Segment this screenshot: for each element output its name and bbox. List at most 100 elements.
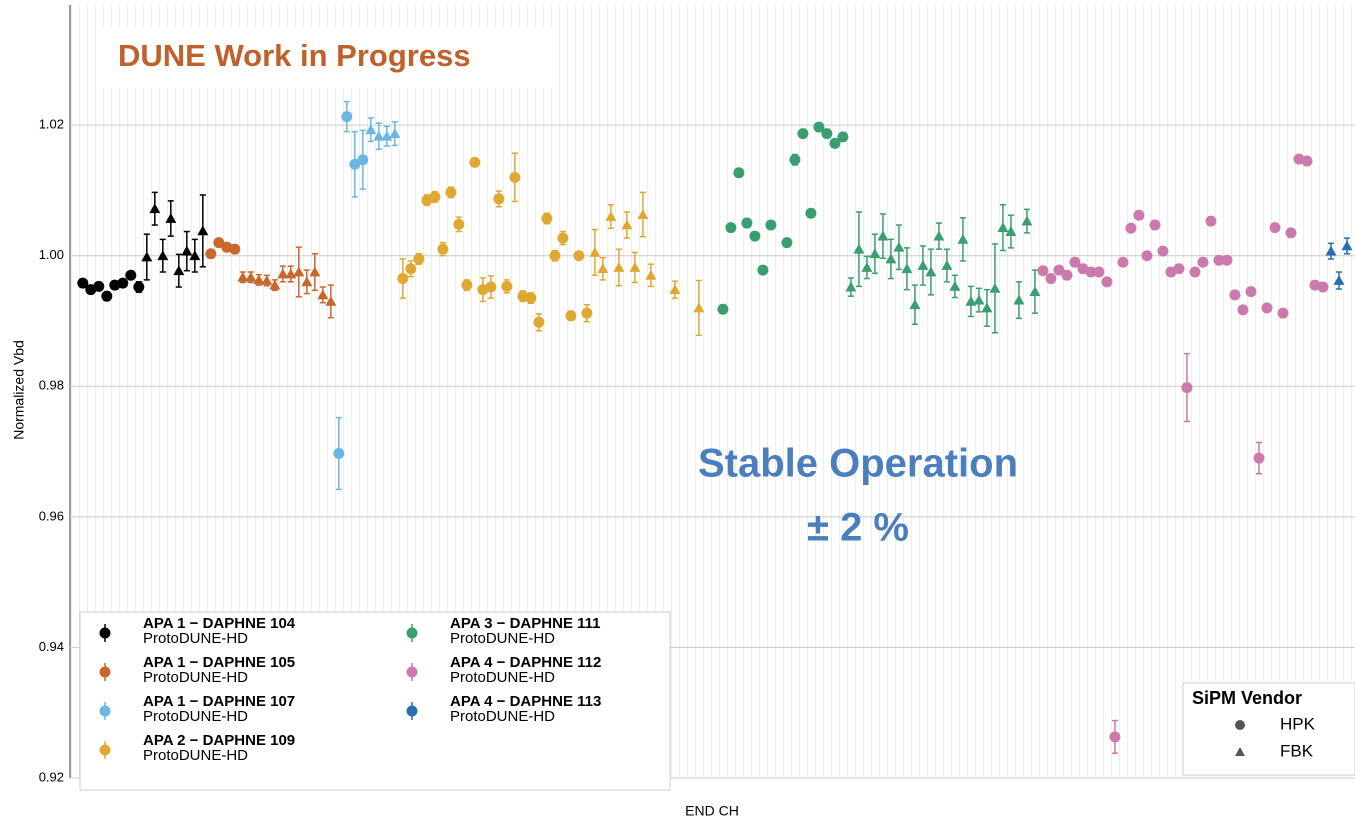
point xyxy=(1173,263,1185,275)
point xyxy=(813,121,825,133)
point xyxy=(885,253,897,264)
point xyxy=(1341,240,1353,251)
vendor-legend xyxy=(1182,682,1355,776)
point xyxy=(205,248,217,260)
y-tick-label: 1.00 xyxy=(39,247,64,262)
point xyxy=(141,251,153,262)
point xyxy=(1069,256,1081,268)
point xyxy=(989,282,1001,293)
point xyxy=(317,289,329,300)
point xyxy=(1013,294,1025,305)
point xyxy=(853,243,865,254)
point xyxy=(909,299,921,310)
point xyxy=(1125,222,1137,234)
point xyxy=(757,264,769,276)
point xyxy=(805,207,817,219)
point xyxy=(1197,256,1209,268)
legend-marker xyxy=(99,705,111,717)
point xyxy=(165,212,177,223)
point xyxy=(1285,227,1297,239)
points xyxy=(77,100,1353,754)
point xyxy=(493,193,505,205)
point xyxy=(261,275,273,285)
point xyxy=(437,243,449,255)
point xyxy=(621,219,633,230)
point xyxy=(581,307,593,319)
y-tick-label: 0.92 xyxy=(39,769,64,784)
point xyxy=(901,263,913,274)
legend-label: APA 2 − DAPHNE 109 xyxy=(143,732,295,749)
point xyxy=(213,237,225,249)
legend-sublabel: ProtoDUNE-HD xyxy=(450,630,555,647)
point xyxy=(245,271,257,282)
point xyxy=(269,279,281,290)
point xyxy=(1325,245,1337,256)
y-tick-label: 1.02 xyxy=(39,117,64,132)
legend-marker xyxy=(406,666,418,678)
point xyxy=(229,243,241,255)
point xyxy=(341,111,353,123)
point xyxy=(301,276,313,287)
point xyxy=(869,248,881,259)
point xyxy=(949,280,961,291)
point xyxy=(525,292,537,304)
point xyxy=(1235,747,1245,756)
point xyxy=(277,268,289,279)
point xyxy=(925,266,937,277)
point xyxy=(725,222,737,234)
point xyxy=(629,261,641,272)
point xyxy=(917,259,929,270)
point xyxy=(693,302,705,313)
point xyxy=(789,154,801,166)
y-tick-label: 0.98 xyxy=(39,378,64,393)
legend-sublabel: ProtoDUNE-HD xyxy=(143,669,248,686)
point xyxy=(189,250,201,261)
point xyxy=(1021,215,1033,226)
point xyxy=(1045,273,1057,285)
annotation-box xyxy=(100,28,555,88)
point xyxy=(285,268,297,279)
point xyxy=(509,171,521,183)
y-grid: 1.02 1.00 0.98 0.96 0.94 0.92 xyxy=(39,117,1355,784)
point xyxy=(565,310,577,322)
point xyxy=(309,266,321,277)
point xyxy=(373,130,385,141)
point xyxy=(101,290,113,302)
legend-label: APA 1 − DAPHNE 107 xyxy=(143,693,295,710)
vendor-legend-label: HPK xyxy=(1280,714,1316,733)
point xyxy=(1029,286,1041,297)
point xyxy=(133,281,145,293)
point xyxy=(669,284,681,295)
point xyxy=(957,233,969,244)
point xyxy=(605,211,617,221)
point xyxy=(349,158,361,170)
point xyxy=(157,250,169,261)
legend-label: APA 4 − DAPHNE 113 xyxy=(450,693,601,710)
point xyxy=(637,209,649,219)
point xyxy=(1221,254,1233,266)
point xyxy=(485,281,497,293)
point xyxy=(1053,264,1065,276)
point xyxy=(733,167,745,179)
point xyxy=(293,266,305,277)
point xyxy=(149,203,161,214)
legend-marker xyxy=(99,627,111,639)
point xyxy=(77,277,89,289)
point xyxy=(589,246,601,257)
point xyxy=(469,156,481,168)
point xyxy=(1333,275,1345,285)
annotation-center-2: ± 2 % xyxy=(807,506,909,550)
point xyxy=(501,280,513,292)
legend-marker xyxy=(99,744,111,756)
point xyxy=(1317,281,1329,293)
point xyxy=(333,448,345,460)
point xyxy=(837,131,849,143)
legend-label: APA 4 − DAPHNE 112 xyxy=(450,654,601,671)
point xyxy=(1109,731,1121,743)
point xyxy=(1101,276,1113,288)
point xyxy=(557,232,569,244)
point xyxy=(405,263,417,275)
legend xyxy=(79,611,671,791)
point xyxy=(397,273,409,285)
